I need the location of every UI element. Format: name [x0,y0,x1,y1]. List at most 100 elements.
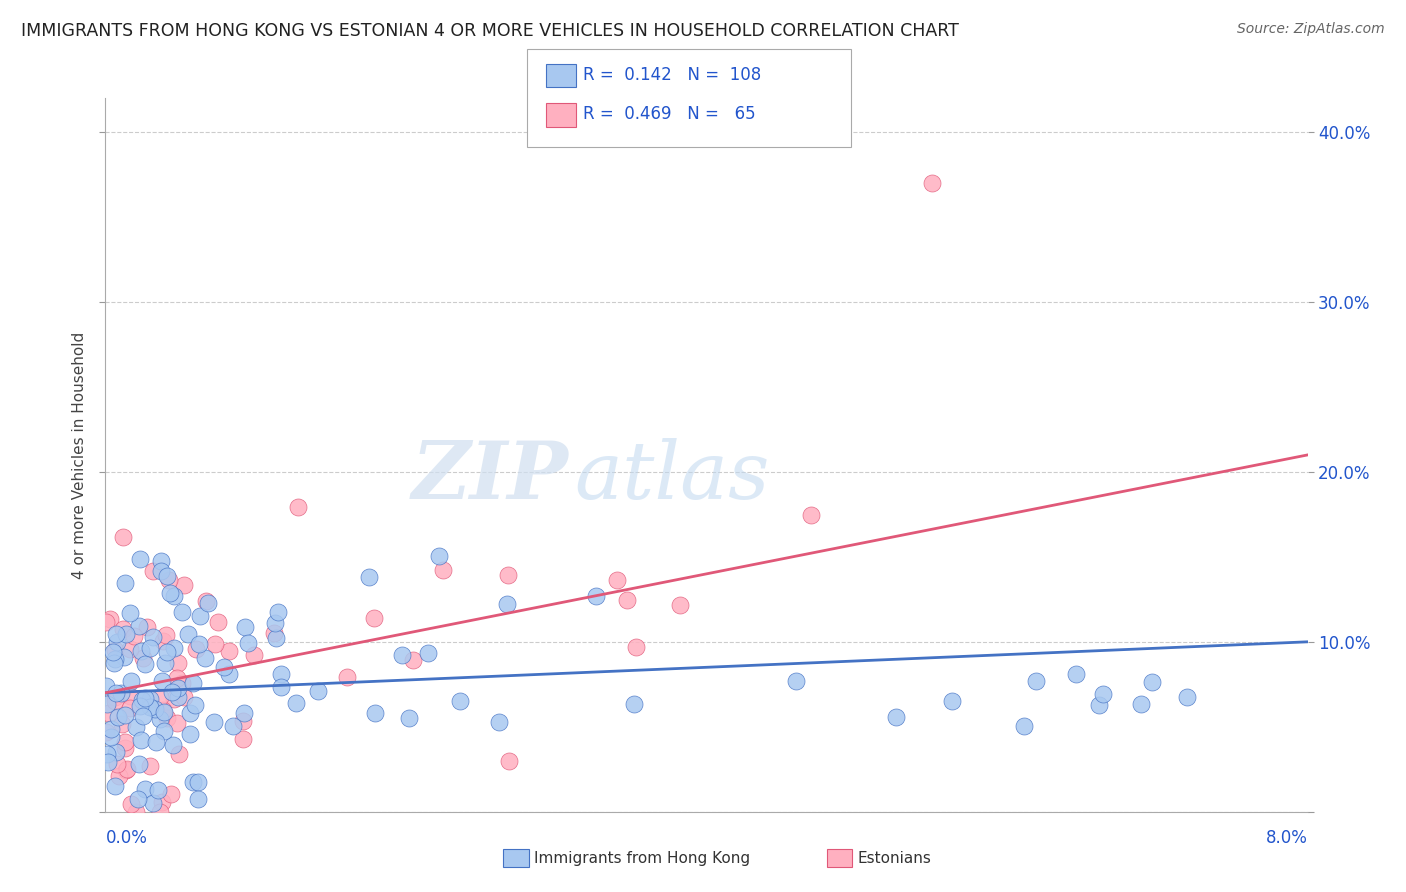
Point [134,782,156,797]
Point [184,698,207,713]
Point [104,694,127,708]
Text: Immigrants from Hong Kong: Immigrants from Hong Kong [534,851,751,865]
Point [129,699,152,714]
Point [142,630,165,644]
Text: atlas: atlas [574,438,769,515]
Point [150,564,173,578]
Point [585,590,607,604]
Point [181,675,204,690]
Point [120,673,142,688]
Point [139,641,162,656]
Point [150,796,173,810]
Point [112,650,135,665]
Point [359,570,381,584]
Point [1012,719,1035,733]
Point [114,708,136,723]
Point [94,615,117,630]
Point [222,719,245,733]
Point [129,644,152,658]
Text: ZIP: ZIP [412,438,568,515]
Point [336,670,359,684]
Point [127,791,149,805]
Point [427,549,450,563]
Point [115,762,138,776]
Point [236,636,259,650]
Point [105,756,128,771]
Point [921,176,943,190]
Point [120,797,142,811]
Point [218,667,240,681]
Point [624,640,647,655]
Point [114,576,136,591]
Point [105,745,128,759]
Point [128,757,150,772]
Point [177,627,200,641]
Point [107,769,129,783]
Point [202,714,225,729]
Point [195,594,218,608]
Point [138,691,160,706]
Point [186,642,208,657]
Point [606,573,628,587]
Point [166,716,188,731]
Point [96,725,118,739]
Point [142,796,165,810]
Point [496,568,519,582]
Point [416,646,439,660]
Point [1092,687,1115,701]
Text: Source: ZipAtlas.com: Source: ZipAtlas.com [1237,22,1385,37]
Point [1025,674,1047,689]
Point [104,779,127,793]
Point [179,727,201,741]
Point [941,693,963,707]
Point [97,755,120,769]
Text: 8.0%: 8.0% [1265,829,1308,847]
Point [136,620,159,634]
Point [115,626,138,640]
Point [800,508,823,523]
Point [148,712,170,726]
Point [287,500,309,514]
Point [163,641,186,656]
Point [402,653,425,667]
Point [233,706,256,720]
Point [623,697,645,711]
Point [496,597,519,611]
Point [187,637,209,651]
Point [432,563,454,577]
Point [111,530,134,544]
Point [94,679,117,693]
Point [156,645,179,659]
Point [263,625,285,640]
Point [153,723,176,738]
Point [157,573,180,587]
Point [145,735,167,749]
Point [1140,674,1163,689]
Point [167,690,190,704]
Point [128,619,150,633]
Point [149,690,172,705]
Point [148,783,170,797]
Point [111,716,134,731]
Point [104,652,127,666]
Point [120,606,142,620]
Point [197,596,219,610]
Point [207,615,229,630]
Point [398,711,420,725]
Point [498,755,520,769]
Point [107,634,129,648]
Point [1064,666,1087,681]
Point [129,552,152,566]
Point [160,685,183,699]
Point [150,674,173,689]
Point [488,715,510,730]
Point [112,622,135,636]
Point [122,629,145,643]
Point [114,740,136,755]
Point [669,598,692,612]
Point [270,680,292,694]
Point [152,702,174,716]
Point [153,705,176,719]
Point [132,709,155,723]
Point [142,564,165,578]
